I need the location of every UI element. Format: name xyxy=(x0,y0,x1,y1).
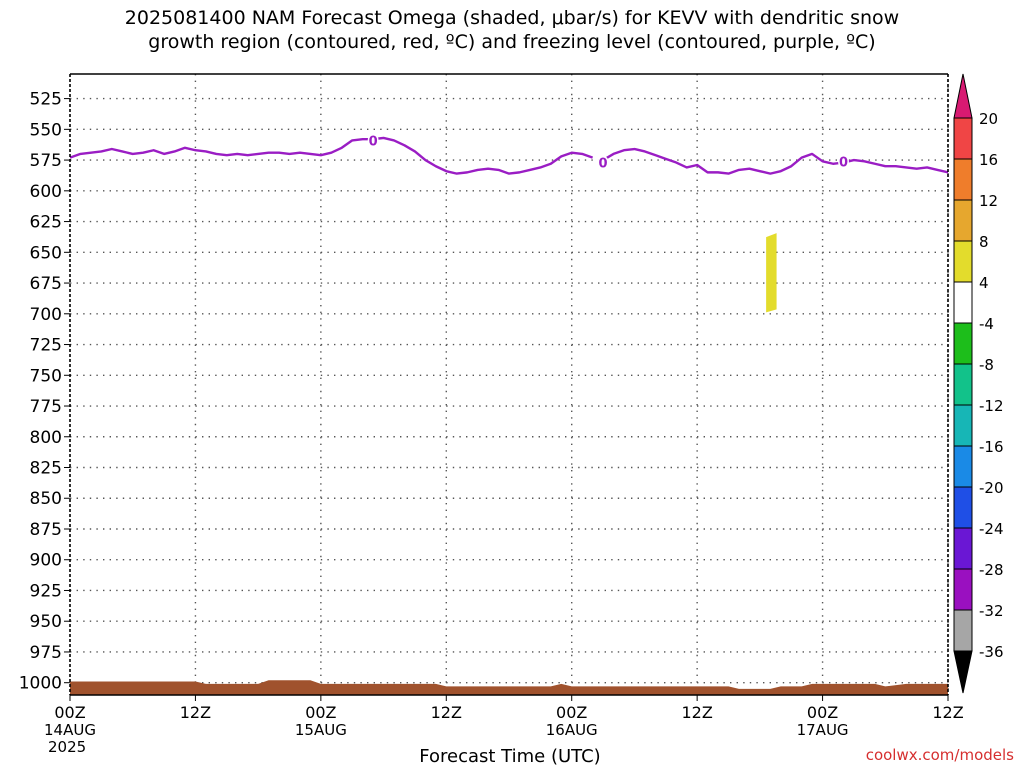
colorbar-segment xyxy=(953,363,973,406)
source-credit: coolwx.com/models xyxy=(865,746,1014,764)
y-tick-label: 750 xyxy=(30,366,62,386)
colorbar-segment xyxy=(953,281,973,324)
x-tick-label: 00Z xyxy=(54,703,85,722)
y-tick-label: 700 xyxy=(30,305,62,325)
y-tick-label: 675 xyxy=(30,274,62,294)
colorbar-level-label: 4 xyxy=(979,274,989,292)
x-axis-title: Forecast Time (UTC) xyxy=(419,746,601,767)
x-axis-year: 2025 xyxy=(48,738,87,756)
y-tick-label: 875 xyxy=(30,520,62,540)
colorbar-segment xyxy=(953,609,973,652)
freezing-level-label: 0 xyxy=(599,157,608,172)
x-tick-label: 00Z xyxy=(807,703,838,722)
colorbar-level-label: -24 xyxy=(979,520,1004,538)
colorbar-segment xyxy=(953,404,973,447)
y-tick-label: 800 xyxy=(30,428,62,448)
y-tick-label: 950 xyxy=(30,612,62,632)
x-tick-label: 12Z xyxy=(180,703,211,722)
y-tick-label: 650 xyxy=(30,243,62,263)
colorbar-level-label: 12 xyxy=(979,192,998,210)
x-tick-label: 12Z xyxy=(681,703,712,722)
terrain-fill xyxy=(70,680,948,695)
colorbar-level-label: -28 xyxy=(979,561,1004,579)
colorbar-level-label: 8 xyxy=(979,233,989,251)
y-tick-label: 850 xyxy=(30,489,62,509)
plot-area xyxy=(70,74,948,695)
x-tick-date-label: 14AUG xyxy=(44,721,96,739)
colorbar-level-label: -16 xyxy=(979,438,1004,456)
y-tick-label: 900 xyxy=(30,551,62,571)
x-tick-label: 12Z xyxy=(431,703,462,722)
x-tick-date-label: 16AUG xyxy=(546,721,598,739)
y-tick-label: 725 xyxy=(30,336,62,356)
freezing-level-label: 0 xyxy=(369,134,378,149)
colorbar-top-arrow xyxy=(953,73,973,119)
colorbar-segment xyxy=(953,486,973,529)
freezing-level-contour xyxy=(70,136,594,175)
colorbar-level-label: 20 xyxy=(979,110,998,128)
x-tick-label: 12Z xyxy=(932,703,963,722)
colorbar-level-label: -12 xyxy=(979,397,1004,415)
colorbar-level-label: -32 xyxy=(979,602,1004,620)
chart-title-line-2: growth region (contoured, red, ºC) and f… xyxy=(148,31,876,53)
chart-title: 2025081400 NAM Forecast Omega (shaded, μ… xyxy=(0,6,1024,54)
colorbar-level-label: -4 xyxy=(979,315,994,333)
y-tick-label: 775 xyxy=(30,397,62,417)
freezing-level-label: 0 xyxy=(839,155,848,170)
colorbar-segment xyxy=(953,158,973,201)
colorbar-segment xyxy=(953,445,973,488)
colorbar-level-label: -8 xyxy=(979,356,994,374)
x-tick-date-label: 15AUG xyxy=(295,721,347,739)
colorbar-segment xyxy=(953,322,973,365)
colorbar-level-label: -36 xyxy=(979,643,1004,661)
colorbar-segment xyxy=(953,568,973,611)
y-tick-label: 525 xyxy=(30,90,62,110)
y-tick-label: 550 xyxy=(30,120,62,140)
colorbar-segment xyxy=(953,117,973,160)
x-tick-label: 00Z xyxy=(556,703,587,722)
y-tick-label: 975 xyxy=(30,643,62,663)
omega-shaded-area xyxy=(766,233,777,313)
chart-title-line-1: 2025081400 NAM Forecast Omega (shaded, μ… xyxy=(124,7,900,29)
x-tick-date-label: 17AUG xyxy=(797,721,849,739)
y-tick-label: 1000 xyxy=(19,674,62,694)
colorbar-level-label: 16 xyxy=(979,151,998,169)
y-tick-label: 625 xyxy=(30,213,62,233)
colorbar-bottom-arrow xyxy=(953,650,973,694)
colorbar-segment xyxy=(953,527,973,570)
y-tick-label: 925 xyxy=(30,581,62,601)
y-tick-label: 600 xyxy=(30,182,62,202)
colorbar-segment xyxy=(953,240,973,283)
y-tick-label: 575 xyxy=(30,151,62,171)
colorbar-level-label: -20 xyxy=(979,479,1004,497)
colorbar-segment xyxy=(953,199,973,242)
y-tick-label: 825 xyxy=(30,459,62,479)
x-tick-label: 00Z xyxy=(305,703,336,722)
freezing-level-contour xyxy=(602,147,948,175)
